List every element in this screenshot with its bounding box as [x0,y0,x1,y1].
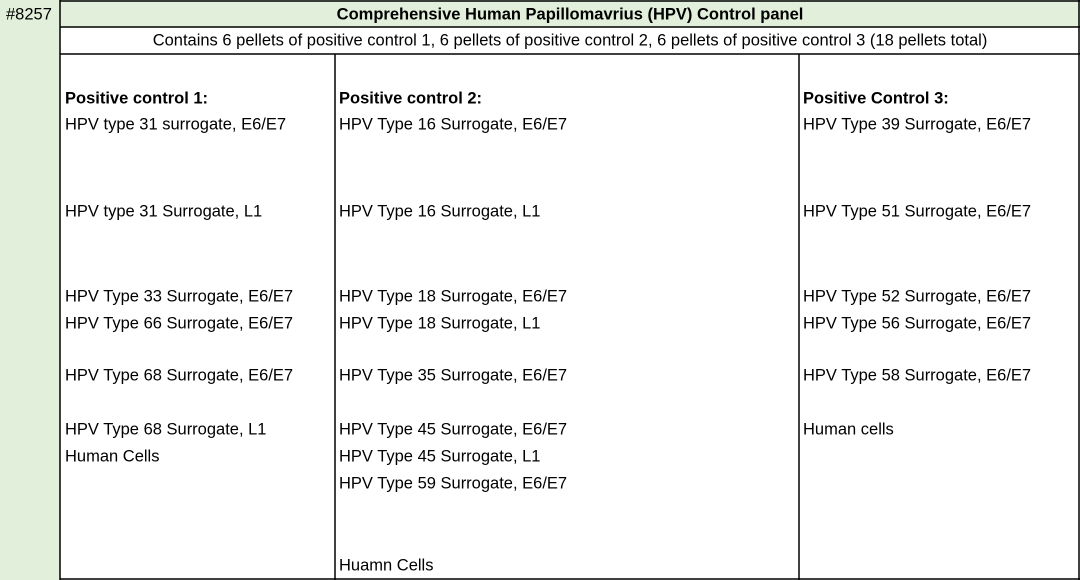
column-item: HPV Type 68 Surrogate, E6/E7 [65,366,293,384]
panel-id: #8257 [6,5,52,23]
id-cell [0,0,60,580]
column-item: HPV Type 66 Surrogate, E6/E7 [65,314,293,332]
column-item: HPV type 31 Surrogate, L1 [65,202,262,220]
column-item: HPV Type 52 Surrogate, E6/E7 [803,287,1031,305]
panel-title: Comprehensive Human Papillomavrius (HPV)… [337,5,804,23]
column-header: Positive control 2: [339,89,482,107]
column-item: HPV Type 51 Surrogate, E6/E7 [803,202,1031,220]
panel-description: Contains 6 pellets of positive control 1… [153,31,988,49]
column-header: Positive control 1: [65,89,208,107]
column-item: Human cells [803,420,894,438]
title-cell [60,0,1080,27]
column-item: HPV Type 56 Surrogate, E6/E7 [803,314,1031,332]
column-item: HPV Type 16 Surrogate, L1 [339,202,541,220]
grid [59,0,1080,580]
column-item: HPV Type 58 Surrogate, E6/E7 [803,366,1031,384]
column-item: Human Cells [65,447,159,465]
column-item: HPV Type 45 Surrogate, E6/E7 [339,420,567,438]
column-item: HPV Type 39 Surrogate, E6/E7 [803,115,1031,133]
column-item: HPV Type 68 Surrogate, L1 [65,420,267,438]
column-item: HPV Type 45 Surrogate, L1 [339,447,541,465]
column-header: Positive Control 3: [803,89,949,107]
column-item: HPV Type 18 Surrogate, L1 [339,314,541,332]
column-item: HPV type 31 surrogate, E6/E7 [65,115,286,133]
column-item: HPV Type 35 Surrogate, E6/E7 [339,366,567,384]
column-item: HPV Type 33 Surrogate, E6/E7 [65,287,293,305]
column-item: HPV Type 18 Surrogate, E6/E7 [339,287,567,305]
column-item: HPV Type 59 Surrogate, E6/E7 [339,474,567,492]
column-item: HPV Type 16 Surrogate, E6/E7 [339,115,567,133]
column-item: Huamn Cells [339,556,433,574]
